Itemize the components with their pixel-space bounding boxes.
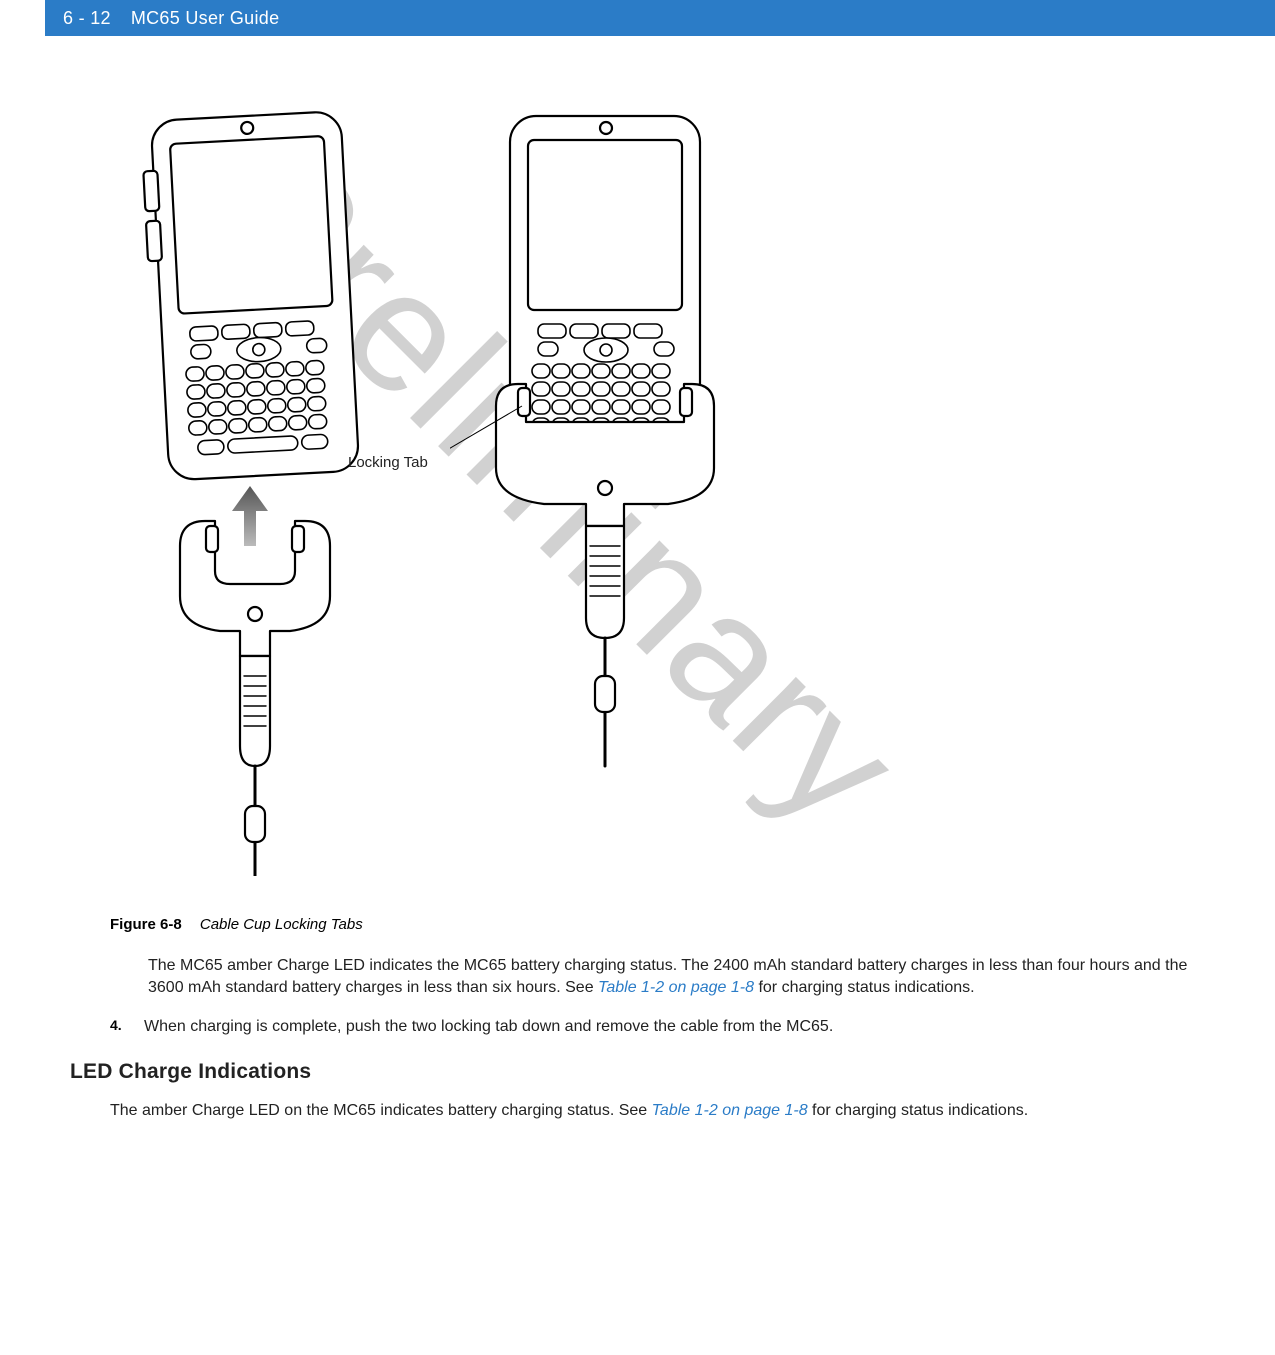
page-header: 6 - 12 MC65 User Guide: [45, 0, 1275, 36]
figure-caption: Figure 6-8 Cable Cup Locking Tabs: [110, 916, 1205, 933]
device-left-illustration: [110, 96, 410, 876]
step-number: 4.: [110, 1016, 144, 1033]
para-text: for charging status indications.: [754, 979, 975, 996]
para-text: for charging status indications.: [808, 1102, 1029, 1119]
callout-locking-tab: Locking Tab: [348, 454, 428, 471]
led-description-paragraph: The MC65 amber Charge LED indicates the …: [148, 955, 1205, 998]
section-heading-led-charge: LED Charge Indications: [70, 1060, 1205, 1084]
section-body-paragraph: The amber Charge LED on the MC65 indicat…: [110, 1100, 1205, 1122]
doc-title: MC65 User Guide: [131, 8, 280, 29]
step-text: When charging is complete, push the two …: [144, 1016, 1205, 1038]
xref-table-1-2[interactable]: Table 1-2 on page 1-8: [598, 979, 754, 996]
para-text: The amber Charge LED on the MC65 indicat…: [110, 1102, 652, 1119]
xref-table-1-2[interactable]: Table 1-2 on page 1-8: [652, 1102, 808, 1119]
step-4: 4. When charging is complete, push the t…: [110, 1016, 1205, 1038]
device-right-illustration: [450, 96, 750, 796]
figure-number: Figure 6-8: [110, 916, 182, 933]
page-content: Preliminary: [0, 36, 1275, 1355]
figure-title: Cable Cup Locking Tabs: [200, 916, 363, 933]
figure-illustration: Preliminary: [110, 96, 1010, 876]
page-number: 6 - 12: [63, 8, 111, 29]
